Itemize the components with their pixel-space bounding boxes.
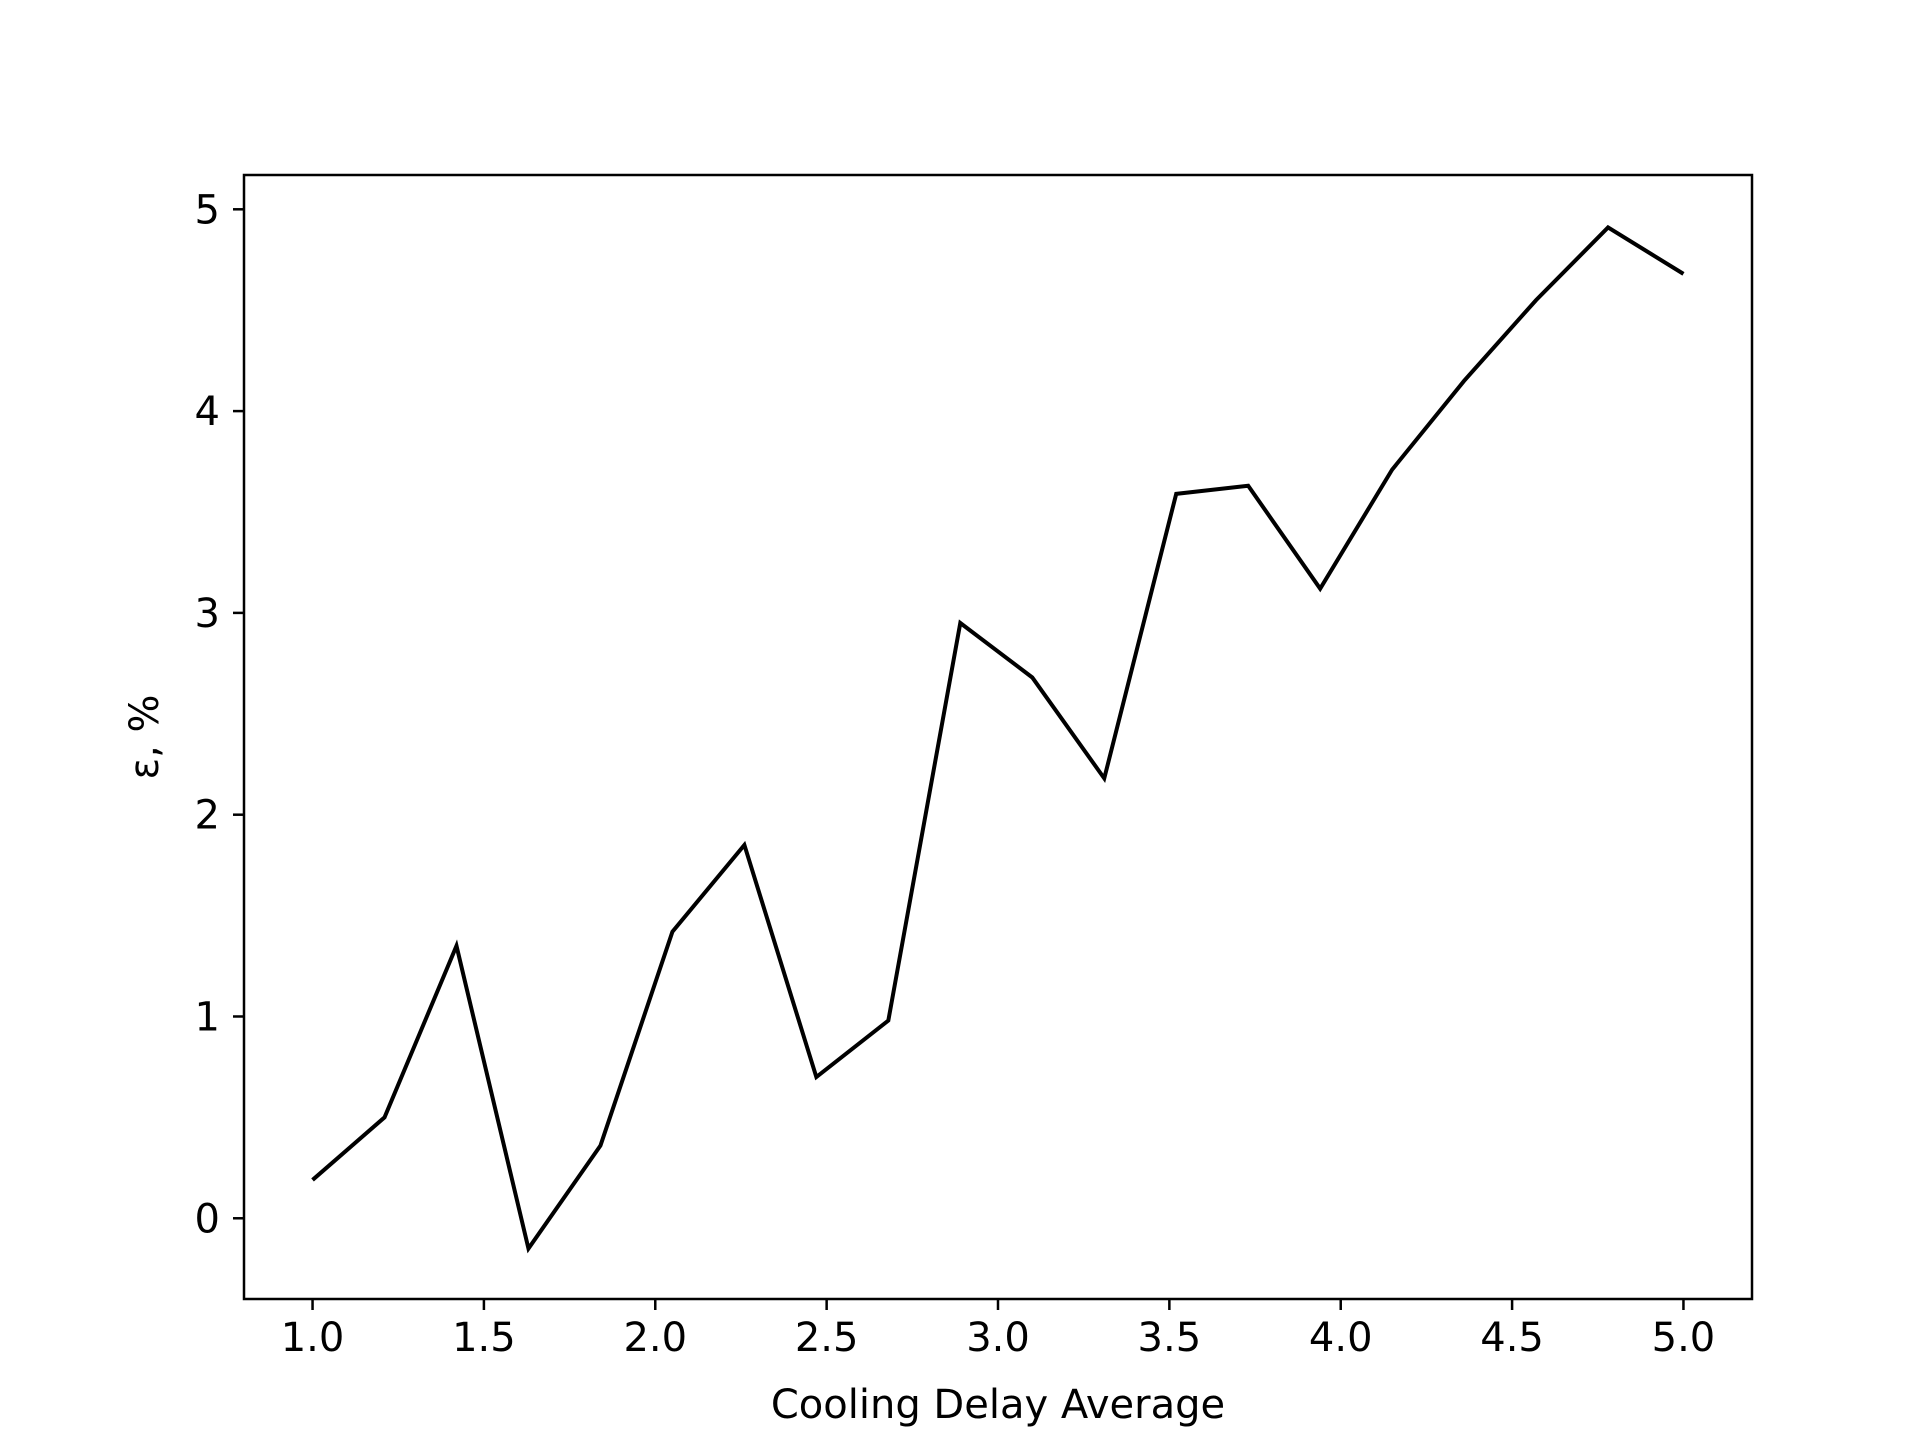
plot-area-frame [242,173,1754,1301]
y-tick-label: 3 [195,591,220,637]
y-tick-label: 0 [195,1196,220,1242]
y-tick-label: 1 [195,994,220,1040]
x-tick-label: 5.0 [1652,1315,1716,1361]
x-tick-label: 4.5 [1480,1315,1544,1361]
x-tick-label: 3.0 [966,1315,1030,1361]
y-tick-label: 5 [195,187,220,233]
x-tick-label: 2.0 [623,1315,687,1361]
x-tick-label: 4.0 [1309,1315,1373,1361]
x-tick-label: 1.5 [452,1315,516,1361]
series-line [311,224,1685,1254]
y-tick-label: 4 [195,389,220,435]
series-layer [311,224,1685,1254]
x-tick-label: 2.5 [795,1315,859,1361]
x-tick-label: 3.5 [1138,1315,1202,1361]
y-axis-label: ε, % [122,694,168,779]
x-axis-label: Cooling Delay Average [771,1382,1225,1428]
x-tick-label: 1.0 [281,1315,345,1361]
axis-ticks: 1.0 1.5 2.0 2.5 3.0 3.5 4.0 4.5 5.0 0 1 2 3 4 5 [195,187,1716,1361]
y-tick-label: 2 [195,793,220,839]
